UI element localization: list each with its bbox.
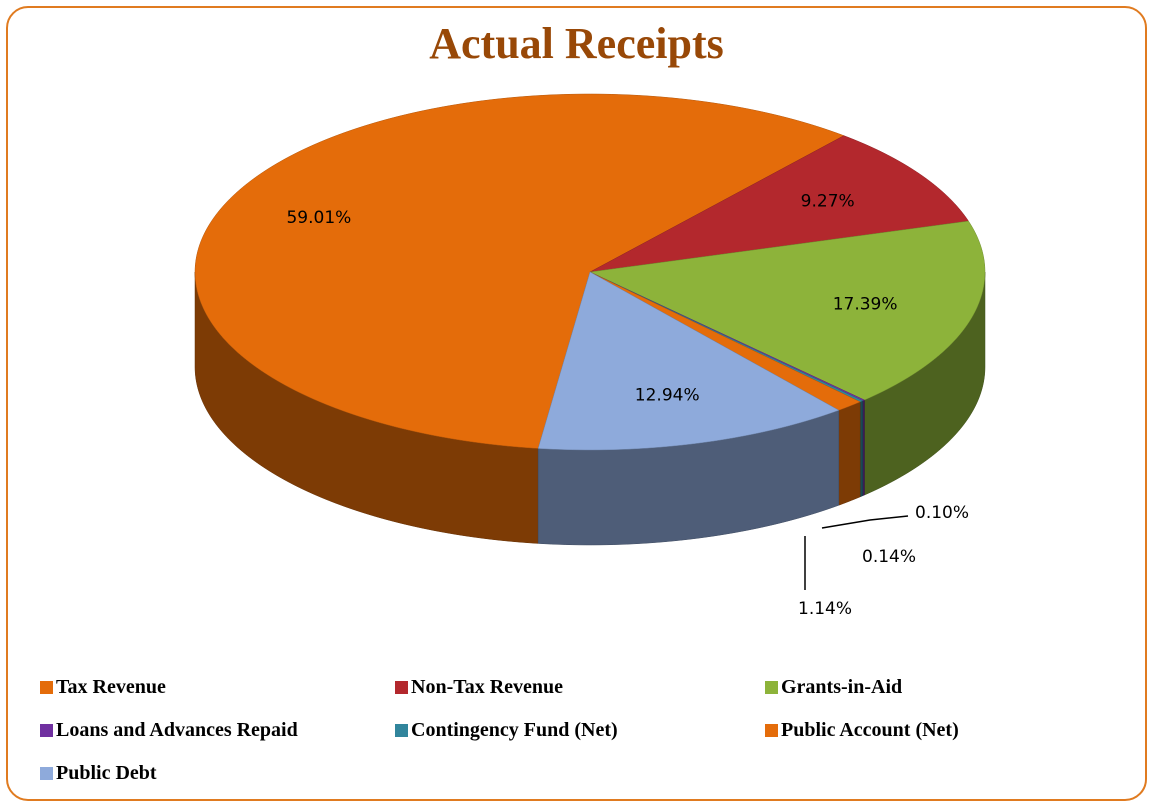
data-label: 12.94% — [635, 385, 700, 405]
legend-swatch — [395, 681, 408, 694]
legend-label: Public Account (Net) — [781, 719, 959, 741]
pie-slice — [537, 271, 840, 451]
chart-frame — [6, 6, 1147, 801]
legend-item: Contingency Fund (Net) — [395, 719, 765, 742]
data-label: 59.01% — [286, 208, 351, 228]
legend-swatch — [40, 724, 53, 737]
legend-item: Tax Revenue — [40, 676, 395, 699]
legend-swatch — [395, 724, 408, 737]
leader-line — [821, 515, 909, 529]
data-label: 1.14% — [798, 599, 852, 619]
legend: Tax Revenue Non-Tax Revenue Grants-in-Aid L… — [40, 676, 1120, 785]
legend-label: Grants-in-Aid — [781, 676, 903, 698]
pie-slice — [194, 93, 845, 449]
pie-slice-side — [859, 400, 863, 498]
legend-label: Non-Tax Revenue — [411, 676, 564, 698]
pie-slice — [589, 135, 969, 273]
legend-swatch — [40, 767, 53, 780]
pie-slice-side — [838, 401, 861, 506]
legend-swatch — [765, 681, 778, 694]
legend-label: Contingency Fund (Net) — [411, 719, 618, 741]
data-label: 0.14% — [862, 547, 916, 567]
legend-item: Public Debt — [40, 762, 395, 785]
legend-item: Grants-in-Aid — [765, 676, 1105, 699]
pie-slice — [589, 271, 861, 411]
legend-swatch — [765, 724, 778, 737]
pie-slice-side — [862, 399, 865, 497]
legend-label: Loans and Advances Repaid — [56, 719, 298, 741]
legend-label: Tax Revenue — [56, 676, 166, 698]
legend-item: Non-Tax Revenue — [395, 676, 765, 699]
chart-title: Actual Receipts — [429, 19, 724, 68]
legend-item: Public Account (Net) — [765, 719, 1105, 742]
data-label: 17.39% — [833, 294, 898, 314]
data-label: 0.10% — [915, 503, 969, 523]
legend-item: Loans and Advances Repaid — [40, 719, 395, 742]
legend-label: Public Debt — [56, 762, 157, 784]
data-label: 9.27% — [801, 192, 855, 212]
legend-swatch — [40, 681, 53, 694]
pie-slice — [589, 220, 986, 401]
